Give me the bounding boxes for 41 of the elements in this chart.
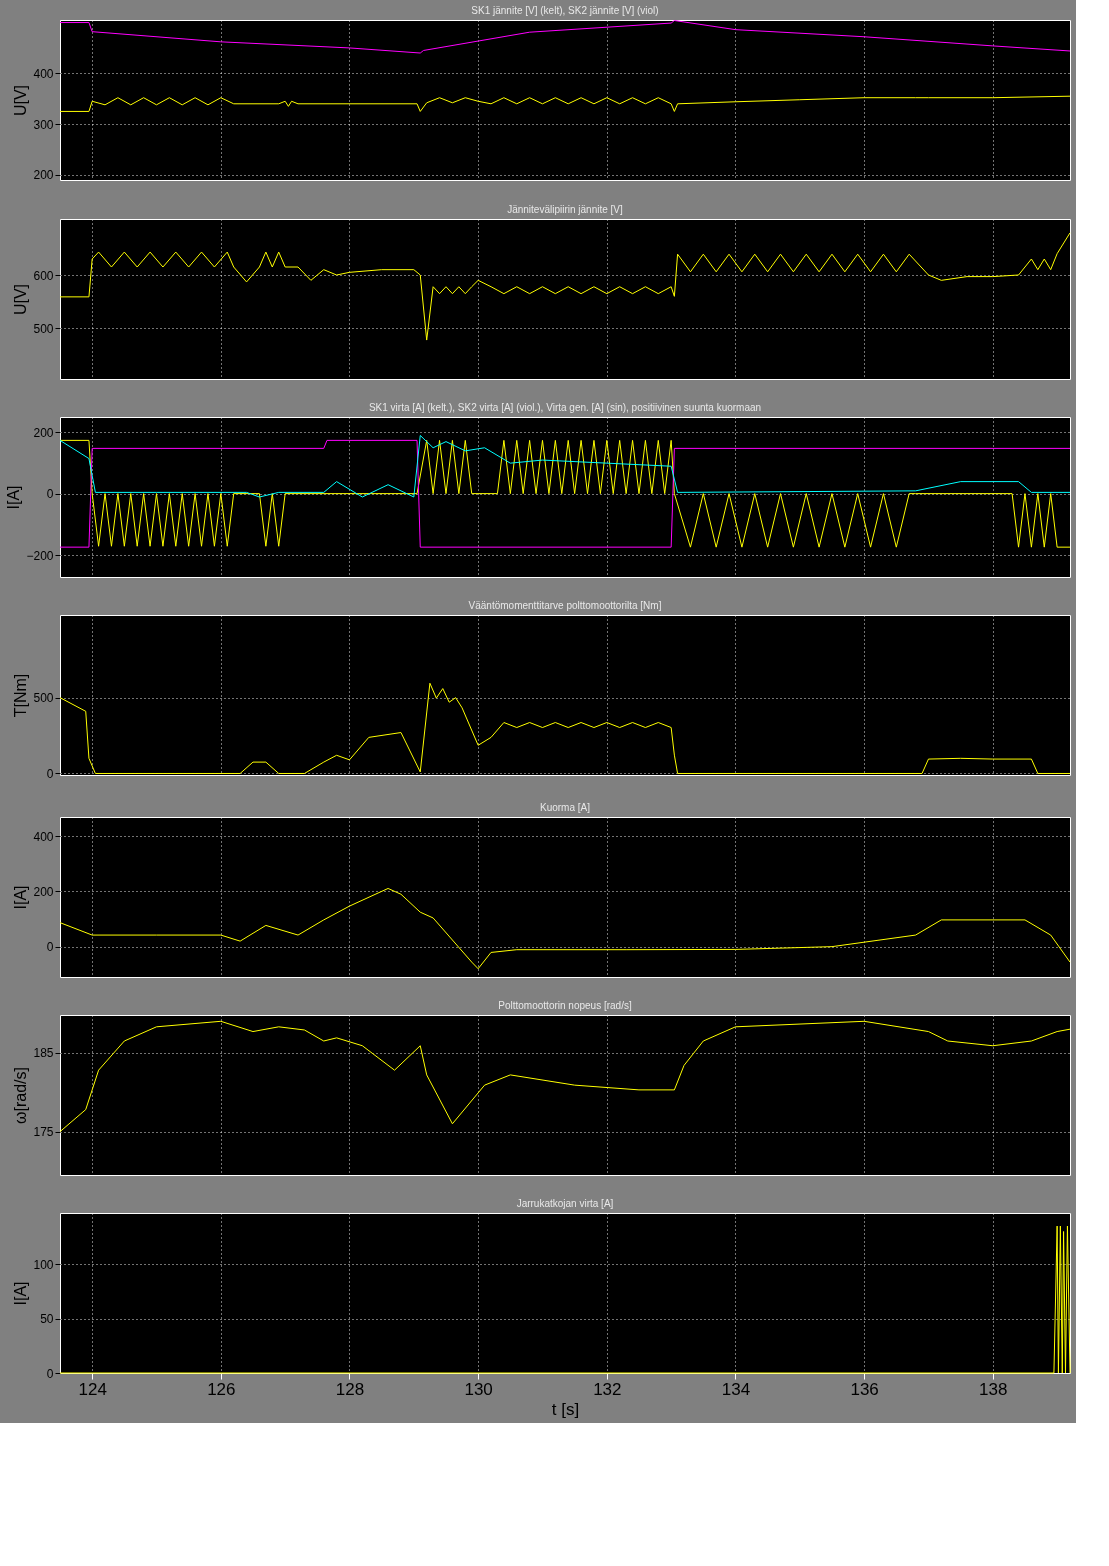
y-axis-title: I[A] bbox=[12, 1281, 30, 1306]
y-tick-label: 175 bbox=[33, 1125, 54, 1140]
y-axis-title: U[V] bbox=[12, 84, 30, 117]
x-tick-label: 136 bbox=[850, 1379, 879, 1399]
y-tick-label: 0 bbox=[46, 940, 54, 955]
x-axis-title: t [s] bbox=[551, 1399, 580, 1419]
y-tick-label: 500 bbox=[33, 321, 54, 336]
y-tick-label: 500 bbox=[33, 691, 54, 706]
chart-title: Kuorma [A] bbox=[539, 802, 591, 813]
y-axis-title: U[V] bbox=[12, 283, 30, 316]
x-tick-label: 130 bbox=[464, 1379, 493, 1399]
x-tick-label: 134 bbox=[721, 1379, 751, 1399]
y-tick-label: 200 bbox=[33, 168, 54, 183]
y-tick-label: 200 bbox=[33, 884, 54, 899]
x-tick-label: 126 bbox=[207, 1379, 236, 1399]
y-tick-label: 185 bbox=[33, 1046, 54, 1061]
x-tick-label: 132 bbox=[593, 1379, 622, 1399]
y-axis-title: I[A] bbox=[5, 485, 23, 510]
y-tick-label: 0 bbox=[46, 487, 54, 502]
y-tick-label: 300 bbox=[33, 117, 54, 132]
y-tick-label: 0 bbox=[46, 766, 54, 781]
x-tick-label: 124 bbox=[78, 1379, 107, 1399]
y-tick-label: 0 bbox=[46, 1366, 54, 1381]
y-tick-label: 100 bbox=[33, 1257, 54, 1272]
y-axis-title: T[Nm] bbox=[12, 673, 30, 718]
chart-title: Jännitevälipiirin jännite [V] bbox=[507, 204, 624, 215]
chart-title: Polttomoottorin nopeus [rad/s] bbox=[498, 1000, 632, 1011]
y-axis-title: I[A] bbox=[12, 885, 30, 910]
chart-title: Vääntömomenttitarve polttomoottorilta [Nm] bbox=[468, 600, 662, 611]
chart-title: Jarrukatkojan virta [A] bbox=[516, 1198, 614, 1209]
chart-title: SK1 virta [A] (kelt.), SK2 virta [A] (viol.), Virta gen. [A] (sin), positiivinen suunta kuormaan bbox=[368, 402, 762, 413]
y-axis-title: ω[rad/s] bbox=[12, 1067, 30, 1124]
x-tick-label: 128 bbox=[335, 1379, 365, 1399]
y-tick-label: −200 bbox=[26, 548, 54, 563]
x-tick-label: 138 bbox=[979, 1379, 1008, 1399]
y-tick-label: 200 bbox=[33, 425, 54, 440]
chart-title: SK1 jännite [V] (kelt), SK2 jännite [V] (viol) bbox=[471, 5, 659, 16]
y-tick-label: 50 bbox=[40, 1312, 54, 1327]
y-tick-label: 400 bbox=[33, 66, 54, 81]
y-tick-label: 600 bbox=[33, 268, 54, 283]
y-tick-label: 400 bbox=[33, 829, 54, 844]
